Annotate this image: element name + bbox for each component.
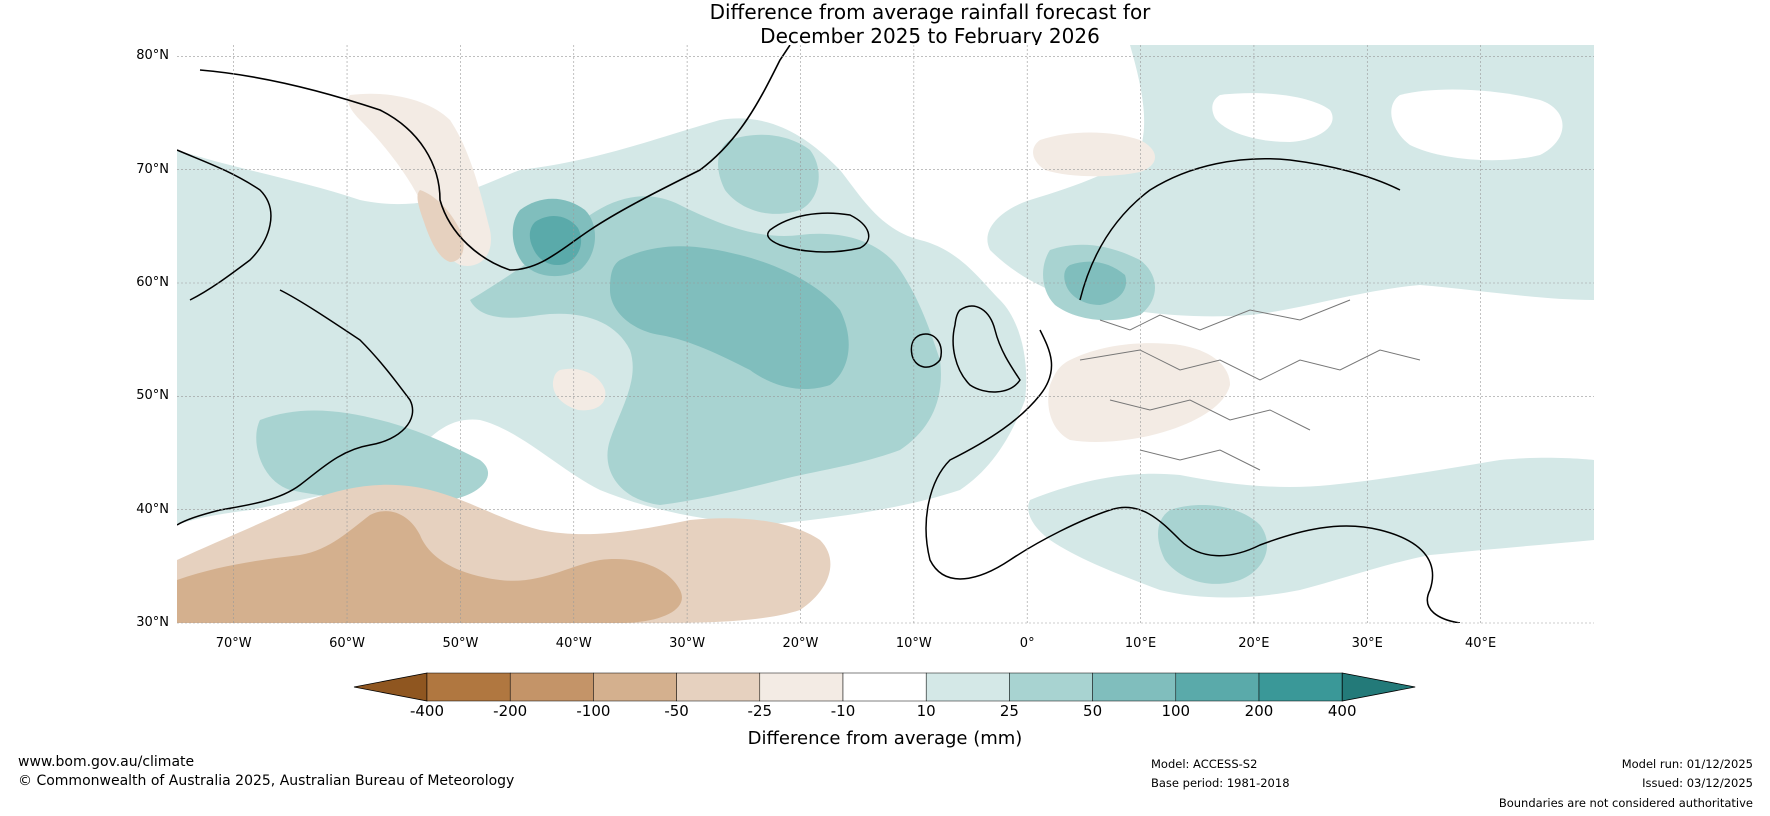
wet-peak-atlantic [610, 246, 849, 390]
coastline-north-america [177, 149, 414, 526]
colorbar-tick: 400 [1327, 702, 1357, 720]
wet-core-iceland [718, 134, 819, 214]
coastline-iceland [767, 212, 870, 253]
disclaimer-text: Boundaries are not considered authoritat… [1498, 796, 1753, 810]
colorbar-tick: 25 [999, 702, 1019, 720]
border-lines [1079, 299, 1421, 471]
coastline-british-isles [910, 305, 1021, 393]
dry-core-south-atlantic [177, 511, 682, 623]
lon-tick-label: 40°W [555, 636, 592, 651]
lat-tick-label: 40°N [136, 501, 169, 517]
copyright-text: © Commonwealth of Australia 2025, Austra… [18, 773, 515, 789]
chart-title: Difference from average rainfall forecas… [0, 0, 1770, 48]
lon-tick-label: 30°E [1351, 636, 1383, 651]
lon-tick-label: 0° [1019, 636, 1035, 651]
title-line-2: December 2025 to February 2026 [760, 24, 1100, 48]
lon-tick-label: 50°W [442, 636, 479, 651]
colorbar-tick: 100 [1161, 702, 1191, 720]
colorbar-tick: 10 [916, 702, 936, 720]
lon-tick-label: 70°W [215, 636, 252, 651]
model-run-date: Model run: 01/12/2025 [1621, 757, 1753, 771]
gridlines [177, 45, 1594, 624]
colorbar-axis-title: Difference from average (mm) [747, 728, 1023, 749]
wet-peak-norway [1064, 261, 1127, 305]
title-line-1: Difference from average rainfall forecas… [709, 0, 1151, 24]
dry-spot-mid-atlantic [552, 368, 606, 411]
lon-tick-label: 20°W [782, 636, 819, 651]
base-period: Base period: 1981-2018 [1151, 776, 1290, 790]
wet-core-labrador [256, 410, 489, 502]
wet-peak-greenland-core [529, 216, 582, 266]
wet-region-west [177, 258, 393, 418]
colorbar-tick: 50 [1083, 702, 1103, 720]
lat-tick-label: 50°N [136, 388, 169, 404]
lon-tick-label: 60°W [329, 636, 365, 651]
wet-core-atlantic [470, 196, 941, 506]
colorbar-tick: -50 [664, 702, 689, 720]
wet-core-ionian [1158, 505, 1268, 584]
website-link[interactable]: www.bom.gov.au/climate [18, 754, 195, 770]
lon-tick-label: 10°E [1124, 636, 1157, 651]
colorbar-tick: -100 [576, 702, 611, 720]
colorbar-tick: -25 [747, 702, 773, 720]
near-average-region-2 [1212, 93, 1333, 142]
dry-core-greenland [417, 190, 464, 262]
lon-tick-label: 40°E [1464, 636, 1497, 651]
lon-tick-label: 30°W [669, 636, 706, 651]
model-name: Model: ACCESS-S2 [1151, 757, 1258, 771]
lat-tick-label: 70°N [136, 161, 169, 177]
coastline-europe [925, 158, 1461, 623]
lat-tick-label: 60°N [136, 275, 169, 290]
colorbar-tick: -400 [409, 702, 445, 720]
lat-tick-label: 30°N [136, 615, 169, 630]
dry-region-arctic [1033, 132, 1155, 177]
colorbar-tick: 200 [1244, 702, 1274, 720]
lon-tick-label: 10°W [895, 636, 932, 651]
issued-date: Issued: 03/12/2025 [1642, 776, 1753, 790]
near-average-region [1391, 89, 1563, 161]
lat-tick-label: 80°N [136, 48, 169, 64]
colorbar-tick: -200 [493, 702, 528, 720]
dry-region-europe [1048, 343, 1230, 442]
lon-tick-label: 20°E [1238, 636, 1270, 651]
colorbar-tick: -10 [830, 702, 856, 720]
coastline-greenland [199, 45, 791, 271]
